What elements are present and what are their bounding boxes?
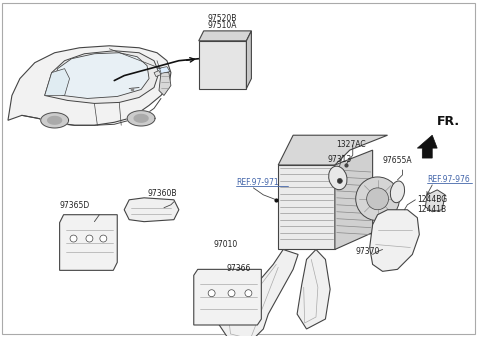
FancyBboxPatch shape: [216, 43, 229, 56]
Text: 97370: 97370: [356, 247, 380, 256]
Text: 97313: 97313: [328, 155, 352, 164]
Polygon shape: [134, 115, 148, 122]
Polygon shape: [41, 113, 69, 128]
FancyBboxPatch shape: [201, 59, 214, 72]
Text: 97365D: 97365D: [60, 201, 90, 210]
Polygon shape: [278, 165, 335, 249]
Text: REF.97-971: REF.97-971: [237, 178, 279, 187]
Text: 97010: 97010: [214, 240, 238, 249]
FancyBboxPatch shape: [232, 43, 245, 56]
Circle shape: [356, 177, 399, 221]
Circle shape: [86, 235, 93, 242]
Text: 12441B: 12441B: [417, 205, 446, 214]
Polygon shape: [124, 198, 179, 222]
Polygon shape: [335, 150, 372, 249]
Polygon shape: [8, 46, 171, 125]
Polygon shape: [278, 135, 387, 165]
Polygon shape: [194, 269, 261, 325]
Polygon shape: [199, 31, 252, 41]
Text: 97520B: 97520B: [208, 14, 237, 23]
Circle shape: [100, 235, 107, 242]
FancyBboxPatch shape: [216, 74, 229, 88]
Circle shape: [367, 188, 388, 210]
Text: 1327AC: 1327AC: [336, 140, 365, 149]
Text: 97655A: 97655A: [383, 156, 412, 165]
FancyBboxPatch shape: [232, 74, 245, 88]
Ellipse shape: [390, 181, 405, 203]
Circle shape: [337, 178, 342, 183]
Polygon shape: [157, 67, 170, 73]
Polygon shape: [159, 72, 171, 95]
FancyBboxPatch shape: [201, 74, 214, 88]
Text: REF.97-976: REF.97-976: [427, 175, 470, 184]
Ellipse shape: [329, 166, 347, 190]
Text: 97366: 97366: [227, 265, 251, 273]
Polygon shape: [45, 69, 70, 95]
FancyBboxPatch shape: [232, 59, 245, 72]
Circle shape: [228, 290, 235, 297]
Text: 1244BG: 1244BG: [417, 195, 447, 204]
Polygon shape: [127, 111, 155, 126]
Polygon shape: [370, 210, 420, 271]
Polygon shape: [246, 31, 252, 89]
Circle shape: [70, 235, 77, 242]
FancyBboxPatch shape: [201, 43, 214, 56]
Text: FR.: FR.: [437, 115, 460, 128]
Polygon shape: [417, 135, 437, 158]
Polygon shape: [48, 117, 61, 124]
Polygon shape: [297, 249, 330, 329]
Text: 97360B: 97360B: [147, 189, 177, 198]
Polygon shape: [425, 190, 445, 212]
Circle shape: [245, 290, 252, 297]
Circle shape: [208, 290, 215, 297]
Polygon shape: [45, 51, 159, 103]
Polygon shape: [52, 53, 149, 98]
Polygon shape: [218, 249, 298, 337]
Polygon shape: [60, 215, 117, 270]
Polygon shape: [199, 41, 246, 89]
Polygon shape: [154, 71, 161, 76]
FancyBboxPatch shape: [216, 59, 229, 72]
Text: 97510A: 97510A: [208, 21, 237, 30]
